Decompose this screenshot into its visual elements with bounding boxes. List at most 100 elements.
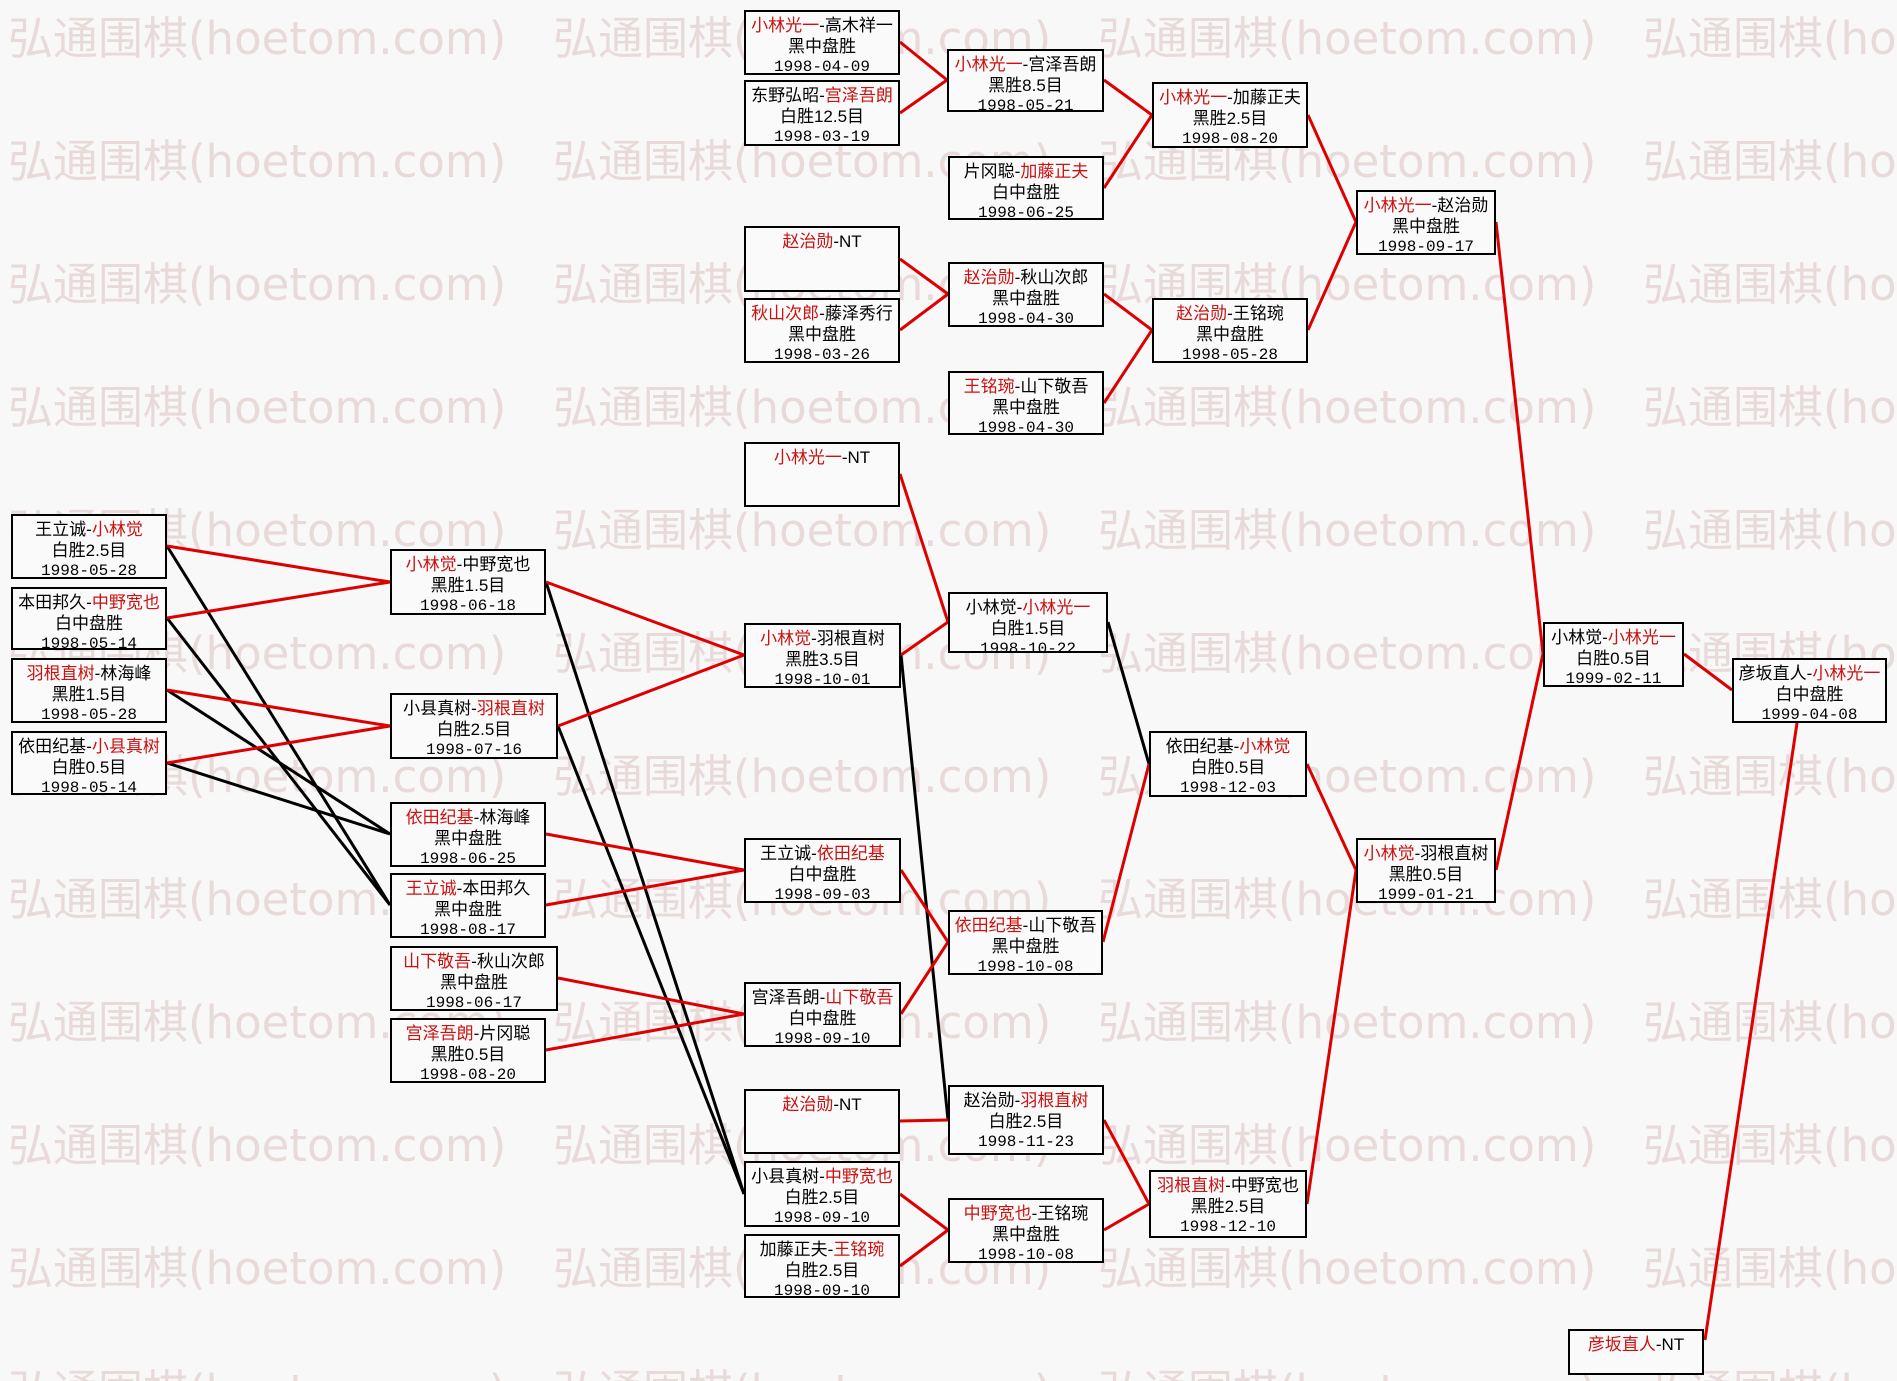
watermark-text: 弘通围棋(hoetom.com) bbox=[1643, 504, 1897, 557]
player-name: NT bbox=[839, 232, 862, 251]
player-name: 小县真树 bbox=[403, 699, 472, 718]
player-separator: - bbox=[1227, 304, 1233, 323]
players-line: 小林光一-NT bbox=[746, 447, 898, 468]
winner-path-line bbox=[1703, 722, 1799, 1341]
match-box-b27: 小县真树-中野宽也 白胜2.5目 1998-09-10 bbox=[744, 1161, 900, 1227]
match-box-b21: 山下敬吾-秋山次郎 黑中盘胜 1998-06-17 bbox=[390, 946, 558, 1012]
players-line: 彦坂直人-小林光一 bbox=[1734, 663, 1885, 684]
player-name: NT bbox=[839, 1095, 862, 1114]
players-line: 宫泽吾朗-片冈聪 bbox=[392, 1023, 544, 1044]
winner-path-line bbox=[545, 1012, 745, 1052]
players-line: 小林觉-小林光一 bbox=[1545, 627, 1682, 648]
winner-path-line bbox=[899, 292, 949, 332]
winner-path-line bbox=[166, 724, 391, 765]
winner-path-line bbox=[557, 653, 745, 728]
winner-path-line bbox=[166, 688, 391, 728]
players-line: 本田邦久-中野宽也 bbox=[13, 592, 165, 613]
player-separator: - bbox=[86, 593, 92, 612]
player-separator: - bbox=[456, 555, 463, 574]
player-name: 本田邦久 bbox=[462, 879, 531, 898]
players-line: 依田纪基-小林觉 bbox=[1151, 736, 1305, 757]
winner-player-name: 羽根直树 bbox=[476, 699, 545, 718]
player-name: NT bbox=[847, 448, 871, 467]
game-result: 黑胜1.5目 bbox=[51, 685, 127, 704]
player-name: 彦坂直人 bbox=[1738, 664, 1807, 683]
winner-path-line bbox=[1305, 869, 1358, 1205]
match-box-b31: 赵治勋-羽根直树 白胜2.5目 1998-11-23 bbox=[948, 1085, 1104, 1155]
players-line: 小林光一-加藤正夫 bbox=[1154, 87, 1306, 108]
game-date: 1998-04-09 bbox=[773, 58, 870, 76]
player-separator: - bbox=[94, 664, 101, 683]
winner-path-line bbox=[1103, 78, 1153, 117]
winner-player-name: 小县真树 bbox=[91, 737, 160, 756]
match-box-b10: 赵治勋-王铭琬 黑中盘胜 1998-05-28 bbox=[1152, 298, 1308, 364]
winner-player-name: 彦坂直人 bbox=[1587, 1335, 1656, 1354]
player-separator: - bbox=[833, 1095, 839, 1114]
game-date: 1998-04-30 bbox=[977, 310, 1074, 328]
winner-path-line bbox=[899, 1228, 949, 1268]
winner-path-line bbox=[545, 868, 745, 907]
winner-path-line bbox=[1306, 114, 1358, 223]
game-date: 1998-10-08 bbox=[977, 1246, 1074, 1264]
winner-player-name: 王铭琬 bbox=[963, 377, 1015, 396]
player-name: 小县真树 bbox=[751, 1167, 820, 1186]
player-name: 本田邦久 bbox=[18, 593, 87, 612]
winner-path-line bbox=[1101, 763, 1151, 943]
game-date: 1998-11-23 bbox=[977, 1133, 1074, 1151]
winner-player-name: 赵治勋 bbox=[1176, 304, 1228, 323]
player-separator: - bbox=[471, 952, 477, 971]
game-result: 白胜2.5目 bbox=[784, 1188, 860, 1207]
game-date: 1998-08-20 bbox=[1181, 130, 1278, 148]
game-date: 1998-03-26 bbox=[773, 346, 870, 364]
winner-player-name: 赵治勋 bbox=[782, 232, 834, 251]
player-name: 山下敬吾 bbox=[1028, 916, 1097, 935]
player-name: 秋山次郎 bbox=[1020, 268, 1089, 287]
game-date: 1998-08-20 bbox=[419, 1066, 516, 1084]
watermark-text: 弘通围棋(hoetom.com) bbox=[8, 1119, 507, 1172]
winner-player-name: 小林光一 bbox=[1812, 664, 1881, 683]
game-result: 黑胜3.5目 bbox=[785, 650, 860, 669]
watermark-text: 弘通围棋(hoetom.com) bbox=[1098, 627, 1597, 680]
match-box-b36: 小林觉-小林光一 白胜0.5目 1999-02-11 bbox=[1543, 622, 1684, 688]
player-name: 赵治勋 bbox=[1437, 196, 1489, 215]
game-date: 1998-10-01 bbox=[774, 671, 871, 689]
game-date: 1998-05-14 bbox=[40, 779, 137, 797]
watermark-text: 弘通围棋(hoetom.com) bbox=[553, 750, 1052, 803]
game-date: 1998-10-08 bbox=[977, 958, 1074, 976]
winner-path-line bbox=[1102, 1119, 1151, 1205]
player-name: 秋山次郎 bbox=[476, 952, 545, 971]
game-date: 1998-04-30 bbox=[977, 419, 1074, 437]
winner-player-name: 小林觉 bbox=[405, 555, 457, 574]
match-box-b04: 片冈聪-加藤正夫 白中盘胜 1998-06-25 bbox=[948, 156, 1104, 222]
loser-path-line bbox=[165, 545, 392, 906]
game-date: 1998-09-10 bbox=[773, 1282, 870, 1300]
player-separator: - bbox=[819, 16, 825, 35]
match-box-b17: 小林觉-中野宽也 黑胜1.5目 1998-06-18 bbox=[390, 549, 546, 615]
player-separator: - bbox=[833, 232, 839, 251]
match-box-b01: 小林光一-高木祥一 黑中盘胜 1998-04-09 bbox=[744, 10, 900, 76]
player-name: 王铭琬 bbox=[1232, 304, 1284, 323]
player-separator: - bbox=[841, 448, 848, 467]
player-name: 加藤正夫 bbox=[759, 1240, 828, 1259]
match-box-b09: 王铭琬-山下敬吾 黑中盘胜 1998-04-30 bbox=[948, 371, 1104, 437]
winner-player-name: 加藤正夫 bbox=[1020, 162, 1089, 181]
game-result: 白胜2.5目 bbox=[436, 720, 512, 739]
players-line: 赵治勋-王铭琬 bbox=[1154, 303, 1306, 324]
player-name: 中野宽也 bbox=[462, 555, 531, 574]
player-separator: - bbox=[471, 699, 477, 718]
player-separator: - bbox=[1233, 737, 1240, 756]
game-date: 1998-12-03 bbox=[1179, 779, 1276, 797]
winner-player-name: 小林光一 bbox=[1363, 196, 1432, 215]
game-date: 1998-12-10 bbox=[1179, 1218, 1276, 1236]
match-box-b23: 小林觉-羽根直树 黑胜3.5目 1998-10-01 bbox=[744, 623, 901, 689]
loser-path-line bbox=[166, 688, 391, 836]
winner-path-line bbox=[1683, 652, 1733, 692]
winner-path-line bbox=[557, 976, 745, 1016]
watermark-text: 弘通围棋(hoetom.com) bbox=[8, 12, 507, 65]
loser-path-line bbox=[556, 725, 746, 1195]
match-box-b34: 羽根直树-中野宽也 黑胜2.5目 1998-12-10 bbox=[1149, 1170, 1307, 1238]
players-line: 片冈聪-加藤正夫 bbox=[950, 161, 1102, 182]
game-result: 黑中盘胜 bbox=[788, 325, 856, 344]
game-date: 1999-01-21 bbox=[1377, 886, 1474, 904]
